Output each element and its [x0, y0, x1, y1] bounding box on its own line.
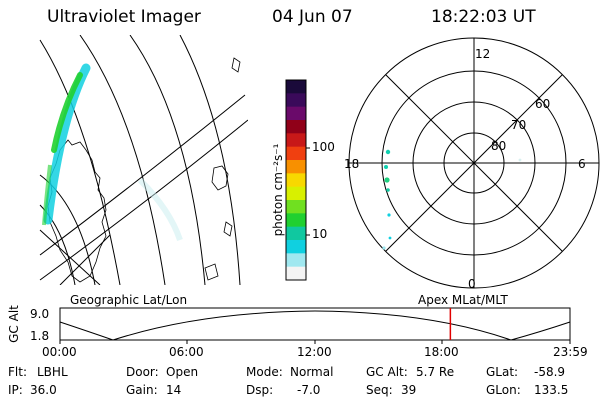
gcalt-label: GC Alt: — [366, 365, 408, 379]
mlat-label-70: 70 — [511, 118, 527, 132]
colorbar-cell — [286, 93, 306, 108]
mlat-label-60: 60 — [535, 97, 551, 111]
colorbar-cell — [286, 253, 306, 268]
glat-value: -58.9 — [534, 365, 566, 379]
longitude-line — [39, 94, 246, 256]
ip-value: 36.0 — [30, 383, 57, 397]
auroral-emission — [42, 63, 183, 241]
mlat-label-80: 80 — [491, 139, 507, 153]
filter-label: Flt: — [8, 365, 27, 379]
colorbar-cell — [286, 240, 306, 254]
seq-label: Seq: — [366, 383, 393, 397]
glat-label: GLat: — [486, 365, 519, 379]
geographic-title: Geographic Lat/Lon — [70, 293, 188, 307]
mlt-label-12: 12 — [475, 47, 491, 61]
longitude-line — [59, 234, 111, 285]
colorbar-cell — [286, 80, 306, 94]
colorbar-cell — [286, 186, 306, 201]
time-tick-0000: 00:00 — [42, 345, 77, 359]
colorbar-cell — [286, 200, 306, 214]
colorbar-tick-100: 100 — [312, 140, 335, 154]
mode-label: Mode: — [246, 365, 283, 379]
coastline — [223, 221, 233, 237]
date-label: 04 Jun 07 — [272, 7, 353, 27]
latitude-line — [79, 35, 166, 285]
gain-value: 14 — [166, 383, 182, 397]
colorbar-tick-10: 10 — [312, 227, 328, 241]
dsp-label: Dsp: — [246, 383, 274, 397]
colorbar-cell — [286, 160, 306, 174]
colorbar-cell — [286, 146, 306, 161]
alt-tick-1-8: 1.8 — [30, 329, 50, 343]
ip-label: IP: — [8, 383, 23, 397]
alt-tick-9: 9.0 — [30, 307, 50, 321]
colorbar-cell — [286, 213, 306, 228]
coastline — [231, 57, 241, 73]
time-tick-0600: 06:00 — [169, 345, 204, 359]
colorbar-cell — [286, 226, 306, 241]
mode-value: Normal — [290, 365, 334, 379]
gain-label: Gain: — [126, 383, 158, 397]
colorbar-cell — [286, 120, 306, 134]
colorbar-cell — [286, 266, 306, 281]
door-label: Door: — [126, 365, 159, 379]
door-value: Open — [166, 365, 199, 379]
coastline — [211, 165, 229, 191]
mlt-label-6: 6 — [578, 157, 586, 171]
instrument-title: Ultraviolet Imager — [47, 7, 201, 27]
coastline — [204, 263, 219, 281]
polar-diagonal — [385, 74, 563, 252]
mlt-label-0: 0 — [468, 277, 476, 291]
time-tick-1800: 18:00 — [424, 345, 459, 359]
apex-title: Apex MLat/MLT — [418, 293, 508, 307]
time-label: 18:22:03 UT — [431, 7, 536, 27]
time-tick-2359: 23:59 — [553, 345, 588, 359]
glon-label: GLon: — [486, 383, 521, 397]
time-tick-1200: 12:00 — [297, 345, 332, 359]
glon-value: 133.5 — [534, 383, 569, 397]
mlt-label-18: 18 — [344, 157, 360, 171]
latitude-line — [129, 35, 206, 285]
gcalt-value: 5.7 Re — [416, 365, 455, 379]
timeline-ylabel: GC Alt — [7, 305, 21, 343]
latitude-line — [39, 39, 121, 285]
seq-value: 39 — [401, 383, 417, 397]
polar-auroral-points — [382, 149, 522, 250]
longitude-line — [39, 119, 248, 281]
filter-value: LBHL — [37, 365, 68, 379]
colorbar-cell — [286, 106, 306, 121]
dsp-value: -7.0 — [297, 383, 321, 397]
colorbar-cell — [286, 173, 306, 188]
colorbar-cell — [286, 133, 306, 148]
latitude-line — [179, 35, 241, 285]
altitude-curve — [59, 310, 571, 341]
